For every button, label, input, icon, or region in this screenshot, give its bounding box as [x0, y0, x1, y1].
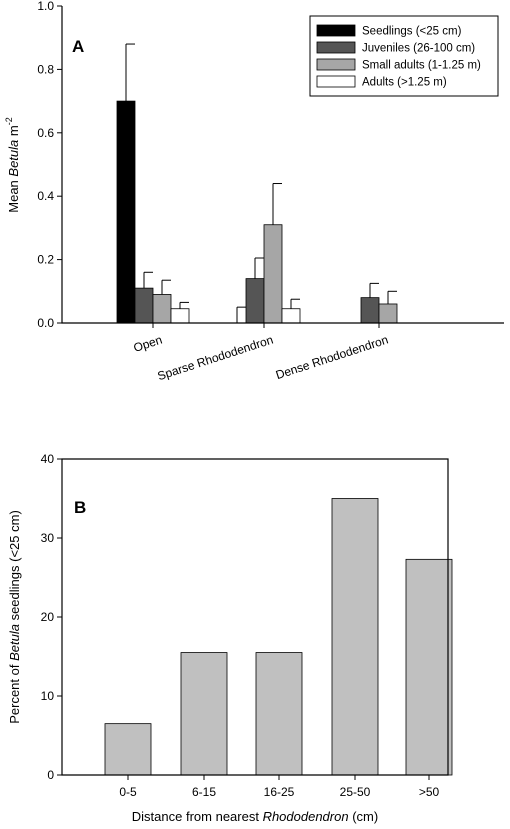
bar-small-adults-1-1-25-m-dense-rhododendron	[378, 303, 398, 324]
panel-a-y-axis-label: Mean Betula m-2	[4, 117, 21, 212]
panel-b-y-ticks: 0 10 20 30 40	[41, 452, 62, 782]
bar-50	[405, 558, 453, 776]
x-tick-label-6-15: 6-15	[192, 785, 216, 799]
bar-16-25	[255, 652, 303, 776]
y-tick-label: 0.0	[37, 316, 54, 330]
bar-small-adults-1-1-25-m-open	[152, 294, 172, 324]
bar-0-5	[104, 723, 152, 776]
y-tick-label: 30	[41, 531, 55, 545]
legend-swatch-adults	[316, 75, 356, 88]
panel-a-y-ticks: 0.0 0.2 0.4 0.6 0.8 1.0	[37, 0, 62, 330]
legend-label-seedlings: Seedlings (<25 cm)	[362, 26, 462, 38]
y-tick-label: 0.4	[37, 189, 54, 203]
x-tick-label-sparse-rhododendron: Sparse Rhododendron	[156, 333, 275, 384]
panel-b-x-axis-label: Distance from nearest Rhododendron (cm)	[132, 809, 378, 824]
bar-juveniles-26-100-cm-dense-rhododendron	[360, 297, 380, 324]
bar-seedlings-25-cm-open	[116, 100, 136, 324]
x-tick-label-50: >50	[419, 785, 440, 799]
x-tick-label-0-5: 0-5	[119, 785, 137, 799]
bar-small-adults-1-1-25-m-sparse-rhododendron	[263, 224, 283, 324]
panel-a-label: A	[72, 37, 84, 56]
y-tick-label: 0.8	[37, 62, 54, 76]
legend-swatch-seedlings	[316, 24, 356, 37]
panel-b-label: B	[74, 498, 86, 517]
legend-label-juveniles: Juveniles (26-100 cm)	[362, 43, 475, 55]
bar-juveniles-26-100-cm-sparse-rhododendron	[245, 278, 265, 324]
panel-b-plot	[104, 498, 453, 776]
bar-adults-1-25-m-open	[170, 308, 190, 324]
legend-label-small-adults: Small adults (1-1.25 m)	[362, 60, 481, 72]
bar-adults-1-25-m-sparse-rhododendron	[281, 308, 301, 324]
x-tick-label-16-25: 16-25	[264, 785, 295, 799]
y-tick-label: 0.6	[37, 126, 54, 140]
y-tick-label: 0	[47, 768, 54, 782]
panel-a-legend: Seedlings (<25 cm) Juveniles (26-100 cm)…	[309, 15, 499, 97]
bar-juveniles-26-100-cm-open	[134, 287, 154, 324]
y-tick-label: 40	[41, 452, 55, 466]
x-tick-label-open: Open	[132, 333, 164, 355]
y-tick-label: 0.2	[37, 253, 54, 267]
bar-25-50	[331, 498, 379, 776]
legend-swatch-juveniles	[316, 41, 356, 54]
panel-b-axes	[61, 458, 449, 776]
x-tick-label-25-50: 25-50	[340, 785, 371, 799]
y-tick-label: 10	[41, 689, 55, 703]
legend-label-adults: Adults (>1.25 m)	[362, 77, 447, 89]
panel-a-plot	[116, 43, 398, 324]
panel-b-x-ticks: 0-5 6-15 16-25 25-50 >50	[119, 775, 440, 799]
panel-b: B 0 10 20 30 40 0-5 6-15 16-25 25-50 >50 Percent…	[7, 452, 453, 824]
x-tick-label-dense-rhododendron: Dense Rhododendron	[274, 333, 390, 383]
y-tick-label: 1.0	[37, 0, 54, 13]
legend-swatch-small-adults	[316, 58, 356, 71]
y-tick-label: 20	[41, 610, 55, 624]
bar-6-15	[180, 652, 228, 776]
panel-b-y-axis-label: Percent of Betula seedlings (<25 cm)	[7, 510, 22, 724]
